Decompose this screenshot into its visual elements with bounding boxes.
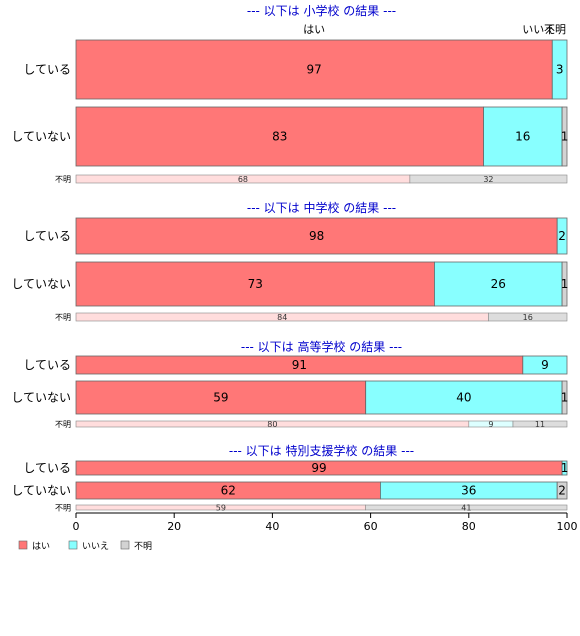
x-tick-label: 40 (265, 520, 279, 533)
legend-swatch (120, 540, 130, 550)
data-label: 97 (306, 63, 321, 77)
legend-swatch (68, 540, 78, 550)
x-tick-label: 0 (73, 520, 80, 533)
unknown-data-label: 84 (277, 313, 287, 322)
data-label: 9 (541, 358, 549, 372)
x-tick-label: 80 (462, 520, 476, 533)
data-label: 99 (311, 461, 326, 475)
unknown-data-label: 68 (238, 175, 248, 184)
unknown-data-label: 80 (267, 420, 277, 429)
legend-label: はい (32, 541, 50, 552)
unknown-bar-segment (409, 174, 568, 184)
column-header-1: いいえ (522, 23, 555, 36)
data-label: 98 (309, 229, 324, 243)
bar-segment (561, 261, 568, 307)
unknown-data-label: 32 (483, 175, 493, 184)
data-label: 36 (461, 484, 476, 498)
unknown-bar-segment (365, 504, 568, 511)
data-label: 3 (556, 63, 564, 77)
x-tick-label: 20 (167, 520, 181, 533)
unknown-data-label: 41 (461, 504, 471, 513)
unknown-bar-segment (488, 312, 568, 322)
data-label: 2 (558, 484, 566, 498)
bar-segment (483, 106, 563, 167)
x-tick-label: 100 (557, 520, 578, 533)
bar-segment (556, 217, 568, 255)
bar-segment (556, 481, 568, 500)
data-label: 1 (561, 391, 569, 405)
row-label: している (23, 229, 71, 243)
row-label: していない (11, 484, 71, 498)
bar-segment (561, 460, 568, 476)
data-label: 26 (491, 277, 506, 291)
column-header-2: 不明 (544, 23, 566, 36)
unknown-row-label: 不明 (55, 175, 71, 184)
legend-swatch (18, 540, 28, 550)
data-label: 1 (561, 277, 569, 291)
data-label: 83 (272, 130, 287, 144)
row-label: していない (11, 130, 71, 144)
data-label: 62 (221, 484, 236, 498)
legend-label: いいえ (82, 541, 109, 552)
row-label: している (23, 358, 71, 372)
column-header-0: はい (303, 23, 325, 36)
row-label: している (23, 63, 71, 77)
panel-title: --- 以下は 中学校 の結果 --- (247, 200, 396, 215)
row-label: していない (11, 391, 71, 405)
data-label: 91 (292, 358, 307, 372)
panel-title: --- 以下は 高等学校 の結果 --- (241, 339, 402, 354)
row-label: していない (11, 277, 71, 291)
data-label: 40 (456, 391, 471, 405)
bar-segment (561, 380, 568, 415)
bar-segment (561, 106, 568, 167)
panel-title: --- 以下は 特別支援学校 の結果 --- (229, 443, 414, 458)
unknown-data-label: 9 (488, 420, 493, 429)
unknown-row-label: 不明 (55, 313, 71, 322)
data-label: 73 (248, 277, 263, 291)
panel-title: --- 以下は 小学校 の結果 --- (247, 3, 396, 18)
unknown-row-label: 不明 (55, 504, 71, 513)
data-label: 16 (515, 130, 530, 144)
unknown-data-label: 11 (535, 420, 545, 429)
unknown-data-label: 59 (216, 504, 226, 513)
unknown-bar-segment (512, 420, 568, 428)
legend-label: 不明 (134, 541, 152, 552)
bar-segment (75, 380, 367, 415)
data-label: 2 (558, 229, 566, 243)
bar-segment (75, 217, 558, 255)
data-label: 1 (561, 461, 569, 475)
unknown-row-label: 不明 (55, 420, 71, 429)
data-label: 1 (561, 130, 569, 144)
bar-segment (75, 261, 435, 307)
data-label: 59 (213, 391, 228, 405)
bar-segment (551, 39, 568, 100)
bar-segment (522, 355, 568, 375)
x-tick-label: 60 (364, 520, 378, 533)
unknown-data-label: 16 (523, 313, 533, 322)
row-label: している (23, 461, 71, 475)
